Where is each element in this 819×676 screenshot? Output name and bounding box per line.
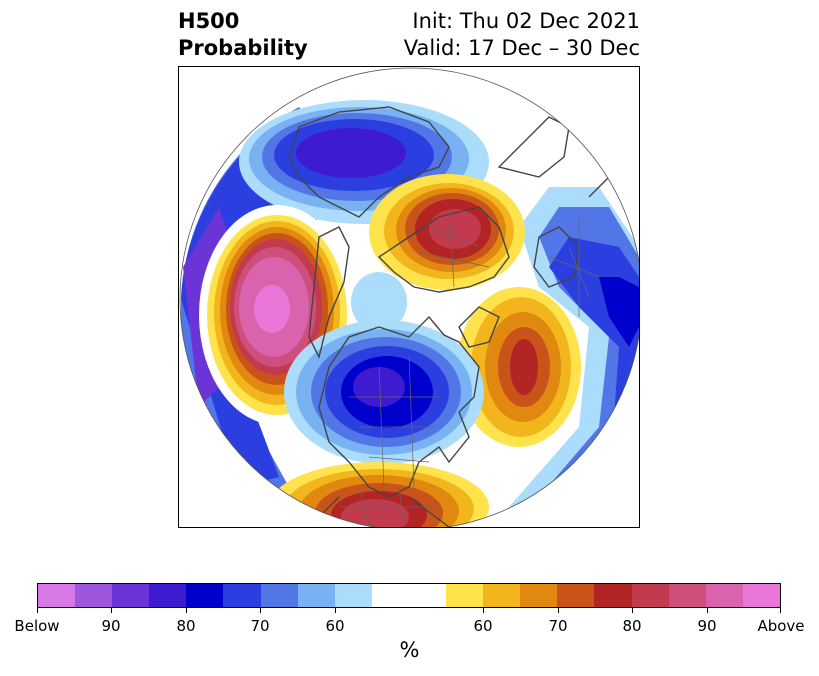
colorbar-segment [75,584,113,607]
borders [339,206,600,527]
colorbar-segment [594,584,632,607]
colorbar-tick [707,608,708,613]
colorbar-segment [38,584,76,607]
chart-title-right: Init: Thu 02 Dec 2021 Valid: 17 Dec – 30… [404,8,640,62]
colorbar-tick [111,608,112,613]
colorbar-segment [668,584,706,607]
polar-map [179,67,639,527]
colorbar-segment [557,584,595,607]
colorbar-segment [705,584,743,607]
colorbar-tick [260,608,261,613]
colorbar-tick [558,608,559,613]
colorbar-tick-label: 60 [473,617,493,635]
colorbar-tick-label: Below [14,617,60,635]
colorbar-tick [335,608,336,613]
colorbar-segment [483,584,521,607]
colorbar-tick [632,608,633,613]
colorbar-tick [483,608,484,613]
colorbar-segment [408,584,447,607]
colorbar-tick [37,608,38,613]
valid-label: Valid: 17 Dec – 30 Dec [403,36,640,60]
colorbar-segment [446,584,484,607]
colorbar-segment [149,584,187,607]
colorbar-tick-label: 80 [176,617,196,635]
colorbar-segment [742,584,780,607]
colorbar-tick-label: 70 [548,617,568,635]
colorbar-segment [223,584,261,607]
colorbar-segment [334,584,372,607]
colorbar-segment [371,584,409,607]
colorbar-tick-label: 60 [325,617,345,635]
colorbar-tick-label: Above [757,617,805,635]
variable-label: H500 [178,9,240,33]
colorbar [37,583,781,608]
colorbar-tick [780,608,781,613]
colorbar-unit-label: % [399,638,420,662]
colorbar-segment [260,584,298,607]
colorbar-segment [186,584,224,607]
colorbar-tick-label: 90 [697,617,717,635]
polar-map-frame [178,66,640,528]
colorbar-tick [186,608,187,613]
colorbar-segment [520,584,558,607]
colorbar-tick-label: 70 [250,617,270,635]
probability-field [180,68,639,527]
colorbar-tick-label: 90 [101,617,121,635]
init-label: Init: Thu 02 Dec 2021 [412,9,640,33]
colorbar-segment [297,584,335,607]
chart-title-left: H500 Probability [178,8,308,62]
colorbar-ticks: Below 90 80 70 60 60 70 80 90 Above [14,608,805,635]
colorbar-tick-label: 80 [622,617,642,635]
colorbar-segment [112,584,150,607]
product-label: Probability [178,36,308,60]
colorbar-segment [631,584,669,607]
